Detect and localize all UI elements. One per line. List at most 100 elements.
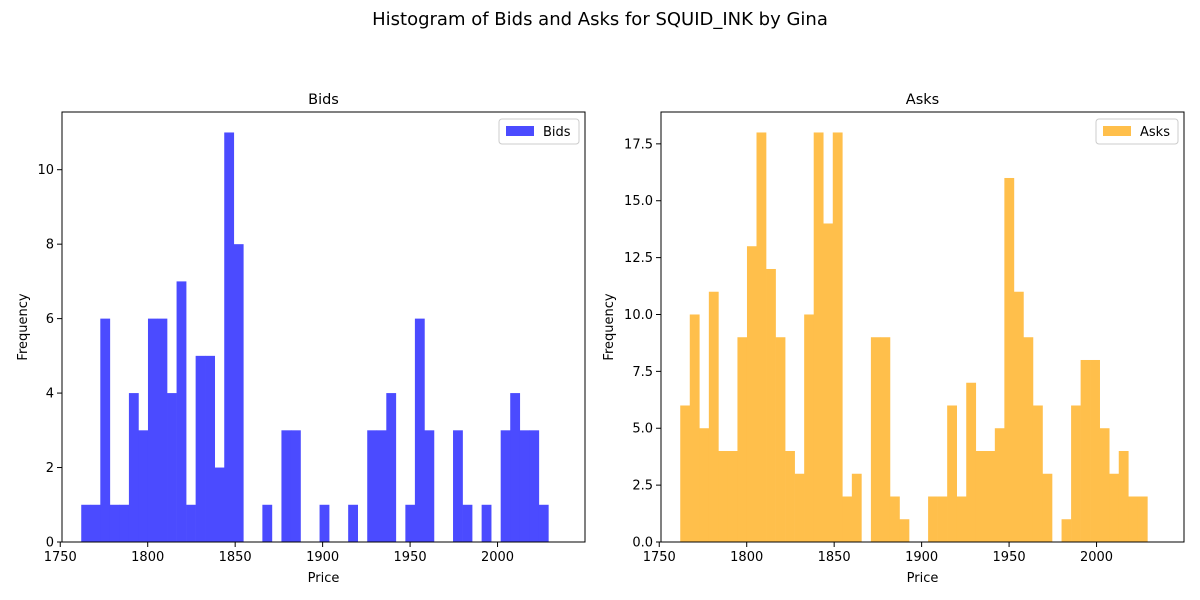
asks-ytick-label: 12.5 [624,251,653,266]
asks-bar [899,519,910,542]
asks-bar [985,450,996,542]
bids-ytick-label: 0 [46,536,54,551]
bids-bar [262,504,273,542]
bids-bar [195,355,206,542]
bids-axes-frame [61,111,586,543]
asks-ytick-label: 17.5 [624,137,653,152]
asks-axes-frame [660,111,1185,543]
asks-bar [699,428,710,542]
asks-ytick-label: 10.0 [624,308,653,323]
asks-bar [994,428,1005,542]
asks-bar [689,314,700,542]
bids-bars [81,132,549,543]
bids-xtick-label: 1850 [219,550,252,565]
bids-bar [233,244,244,543]
asks-ytick-label: 5.0 [632,422,653,437]
bids-bar [424,430,435,542]
bids-bar [290,430,301,542]
asks-legend-label: Asks [1140,125,1170,140]
asks-bar [1109,473,1120,542]
bids-bar [414,318,425,542]
bids-bar [90,504,101,542]
bids-legend-label: Bids [543,125,571,140]
bids-bar [481,504,492,542]
bids-bar [376,430,387,542]
bids-bar [205,355,216,542]
asks-bar [756,132,767,542]
bids-bar [186,504,196,542]
bids-ytick-label: 4 [46,387,54,402]
asks-legend: Asks [1095,118,1179,145]
bids-xtick-label: 2000 [481,550,514,565]
bids-bar [462,504,473,542]
asks-ytick-label: 0.0 [632,536,653,551]
asks-xtick-label: 1800 [730,550,763,565]
asks-bar [823,223,834,542]
asks-ylabel: Frequency [602,293,617,360]
bids-xtick-label: 1750 [44,550,77,565]
asks-bar [804,314,815,542]
asks-bar [937,496,948,542]
asks-bar [1023,337,1034,542]
asks-bars [680,132,1148,543]
bids-bar [224,132,235,542]
bids-xtick-label: 1800 [131,550,164,565]
bids-ytick-label: 2 [46,461,54,476]
asks-bar [785,450,795,542]
asks-legend-swatch [1103,126,1131,136]
asks-bar [708,291,719,542]
asks-title: Asks [906,92,939,108]
asks-bar [851,473,862,542]
asks-xtick-label: 1750 [643,550,676,565]
asks-bar [746,246,757,543]
asks-bar [947,405,957,542]
bids-bar [138,430,149,542]
bids-bar [348,504,358,542]
bids-bar [147,318,158,542]
asks-xtick-label: 1950 [993,550,1026,565]
bids-xtick-label: 1950 [394,550,427,565]
asks-bar [966,382,977,542]
bids-bar [281,430,292,542]
asks-bar [794,473,805,542]
bids-bar [519,430,530,542]
bids-bar [529,430,540,542]
bids-legend-box [498,118,580,145]
asks-bar [956,496,967,542]
bids-bar [319,504,330,542]
bids-subplot: Bids 1750 1800 1850 1900 1950 2000 0 2 4 6 8 10 Pri… [16,92,586,586]
bids-ytick-label: 8 [46,238,54,253]
asks-bar [718,450,729,542]
bids-title: Bids [308,92,339,108]
bids-xlabel: Price [308,571,340,586]
asks-bar [775,337,786,542]
asks-bar [1004,177,1015,543]
bids-bar [538,504,549,542]
asks-bar [1090,359,1100,542]
bids-xtick-label: 1900 [306,550,339,565]
bids-ylabel: Frequency [16,293,31,360]
asks-bar [870,337,881,542]
asks-bar [813,132,824,542]
bids-ytick-label: 10 [37,163,54,178]
asks-bar [889,496,900,542]
asks-ytick-label: 7.5 [632,365,653,380]
bids-bar [128,393,139,542]
asks-bar [1032,405,1043,542]
asks-legend-box [1095,118,1179,145]
bids-bar [100,318,111,542]
figure-title: Histogram of Bids and Asks for SQUID_INK… [372,9,828,30]
bids-bar [157,318,168,542]
asks-bar [880,337,891,542]
bids-bar [386,393,397,542]
asks-bar [928,496,938,542]
asks-bar [1137,496,1148,542]
bids-bar [81,504,92,542]
asks-bar [1128,496,1139,542]
asks-subplot: Asks 1750 1800 1850 1900 1950 2000 0.0 2.5 5.0 7.… [602,92,1185,586]
asks-ticks: 1750 1800 1850 1900 1950 2000 0.0 2.5 5.0 7.5 10.0… [624,137,1113,565]
asks-bar [727,450,738,542]
bids-bar [510,393,521,542]
